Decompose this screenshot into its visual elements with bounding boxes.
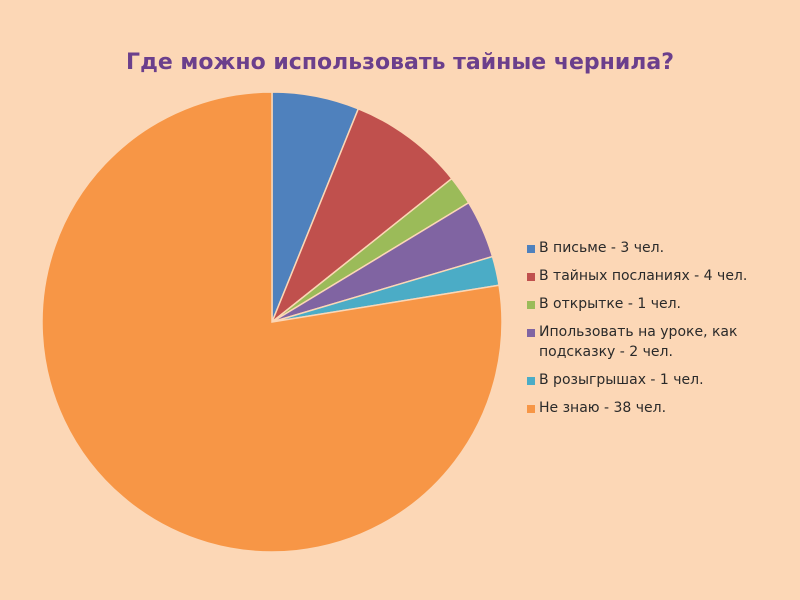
legend-label: Ипользовать на уроке, как подсказку - 2 … bbox=[539, 324, 738, 360]
legend-item: В письме - 3 чел. bbox=[527, 238, 789, 258]
legend-item: В розыгрышах - 1 чел. bbox=[527, 370, 789, 390]
legend: В письме - 3 чел. В тайных посланиях - 4… bbox=[527, 238, 789, 426]
legend-item: В тайных посланиях - 4 чел. bbox=[527, 266, 789, 286]
legend-swatch bbox=[527, 273, 535, 281]
legend-item: Ипользовать на уроке, как подсказку - 2 … bbox=[527, 322, 789, 362]
legend-item: Не знаю - 38 чел. bbox=[527, 398, 789, 418]
legend-swatch bbox=[527, 377, 535, 385]
legend-label: Не знаю - 38 чел. bbox=[539, 400, 667, 416]
legend-swatch bbox=[527, 329, 535, 337]
legend-label: В письме - 3 чел. bbox=[539, 240, 665, 256]
legend-label: В розыгрышах - 1 чел. bbox=[539, 372, 704, 388]
legend-item: В открытке - 1 чел. bbox=[527, 294, 789, 314]
chart-title: Где можно использовать тайные чернила? bbox=[126, 50, 674, 75]
pie-slice bbox=[41, 91, 503, 553]
legend-swatch bbox=[527, 405, 535, 413]
legend-swatch bbox=[527, 245, 535, 253]
pie-slice bbox=[270, 107, 453, 325]
legend-label: В открытке - 1 чел. bbox=[539, 296, 681, 312]
legend-swatch bbox=[527, 301, 535, 309]
legend-label: В тайных посланиях - 4 чел. bbox=[539, 268, 748, 284]
